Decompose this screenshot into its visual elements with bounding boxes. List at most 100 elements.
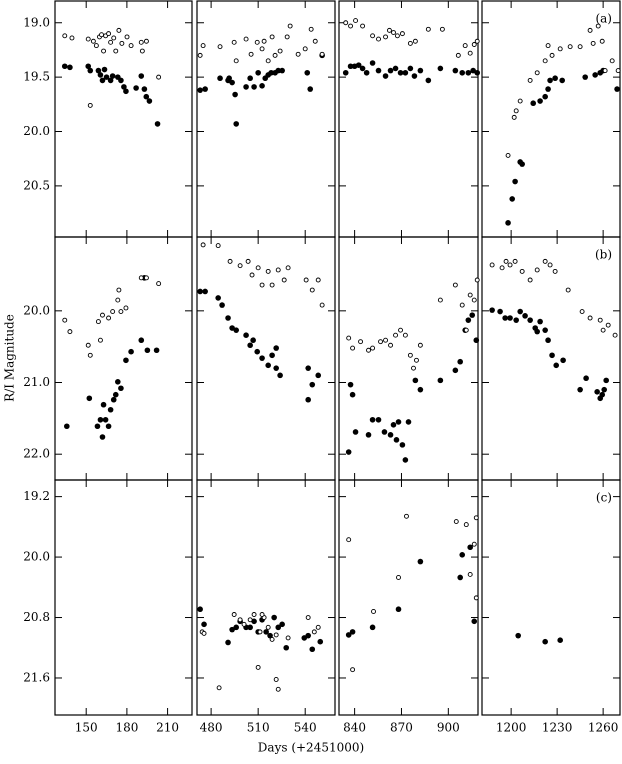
filled-point — [197, 87, 203, 93]
open-point — [346, 335, 352, 341]
x-axis-label: Days (+2451000) — [258, 741, 364, 755]
filled-point — [138, 337, 145, 344]
filled-point — [94, 423, 101, 430]
filled-point — [552, 75, 558, 82]
filled-point — [154, 121, 161, 127]
open-point — [106, 315, 112, 321]
filled-point — [387, 67, 394, 74]
y-tick-label: 20.0 — [23, 124, 50, 138]
filled-point — [87, 67, 94, 74]
filled-point — [265, 362, 271, 369]
filled-point — [345, 632, 352, 638]
open-point — [124, 34, 130, 40]
open-point — [473, 515, 479, 521]
open-point — [277, 48, 283, 54]
filled-point — [437, 377, 444, 384]
open-point — [407, 40, 413, 46]
open-point — [396, 575, 401, 580]
open-point — [609, 58, 615, 64]
filled-point — [365, 432, 372, 438]
filled-point — [233, 624, 240, 631]
open-point — [370, 345, 376, 351]
open-point — [143, 38, 149, 44]
open-point — [417, 342, 423, 348]
panel-frame — [196, 0, 336, 238]
filled-point — [381, 429, 388, 435]
open-point — [353, 18, 359, 24]
filled-point — [592, 72, 598, 78]
filled-point — [305, 396, 311, 403]
filled-point — [305, 632, 311, 639]
filled-point — [489, 307, 495, 313]
filled-point — [112, 391, 119, 398]
y-tick-label: 20.0 — [23, 550, 50, 564]
y-tick-label: 20.5 — [23, 178, 50, 192]
open-point — [302, 46, 308, 52]
open-point — [467, 292, 473, 298]
open-point — [348, 23, 354, 29]
open-point — [511, 114, 517, 120]
filled-point — [107, 77, 114, 84]
open-point — [255, 265, 261, 271]
x-tick-label: 180 — [115, 721, 138, 735]
filled-point — [559, 77, 565, 84]
open-point — [259, 46, 265, 52]
x-tick-label: 1200 — [496, 721, 527, 735]
open-point — [545, 43, 551, 49]
open-point — [273, 632, 279, 638]
open-point — [471, 42, 477, 47]
open-point — [512, 258, 518, 264]
open-point — [243, 36, 249, 42]
filled-point — [517, 308, 523, 315]
filled-point — [402, 457, 409, 463]
open-point — [439, 26, 445, 32]
filled-point — [315, 372, 322, 379]
filled-point — [417, 67, 424, 74]
filled-point — [273, 365, 279, 371]
open-point — [383, 34, 388, 40]
x-tick-label: 480 — [200, 721, 223, 735]
panel-frame — [54, 236, 193, 481]
open-point — [376, 36, 381, 42]
filled-point — [345, 449, 352, 455]
open-point — [597, 317, 603, 323]
filled-point — [537, 318, 543, 325]
filled-point — [395, 606, 402, 613]
open-point — [269, 282, 275, 288]
filled-point — [202, 86, 208, 92]
panel-frame — [196, 479, 336, 716]
y-tick-label: 20.8 — [23, 610, 50, 624]
open-point — [265, 268, 271, 274]
open-point — [453, 519, 459, 525]
open-point — [391, 30, 396, 35]
open-point — [62, 33, 68, 39]
y-tick-label: 21.0 — [23, 375, 50, 389]
open-point — [557, 46, 563, 52]
open-point — [412, 38, 418, 44]
filled-point — [115, 378, 121, 385]
open-point — [113, 48, 119, 54]
filled-point — [359, 65, 366, 72]
open-point — [519, 268, 525, 274]
open-point — [106, 31, 112, 37]
filled-point — [279, 621, 285, 628]
filled-point — [473, 337, 480, 344]
filled-point — [457, 358, 463, 365]
open-point — [285, 265, 291, 271]
filled-point — [437, 65, 444, 72]
filled-point — [97, 72, 104, 78]
open-point — [97, 337, 103, 343]
filled-point — [542, 93, 548, 100]
open-point — [311, 629, 317, 635]
open-point — [404, 513, 409, 519]
filled-point — [467, 544, 473, 551]
filled-point — [405, 419, 412, 425]
filled-point — [225, 639, 231, 646]
panel-frame — [338, 0, 479, 238]
filled-point — [102, 416, 109, 423]
filled-point — [417, 386, 424, 393]
filled-point — [269, 352, 275, 359]
open-point — [527, 77, 533, 83]
open-point — [473, 595, 479, 601]
